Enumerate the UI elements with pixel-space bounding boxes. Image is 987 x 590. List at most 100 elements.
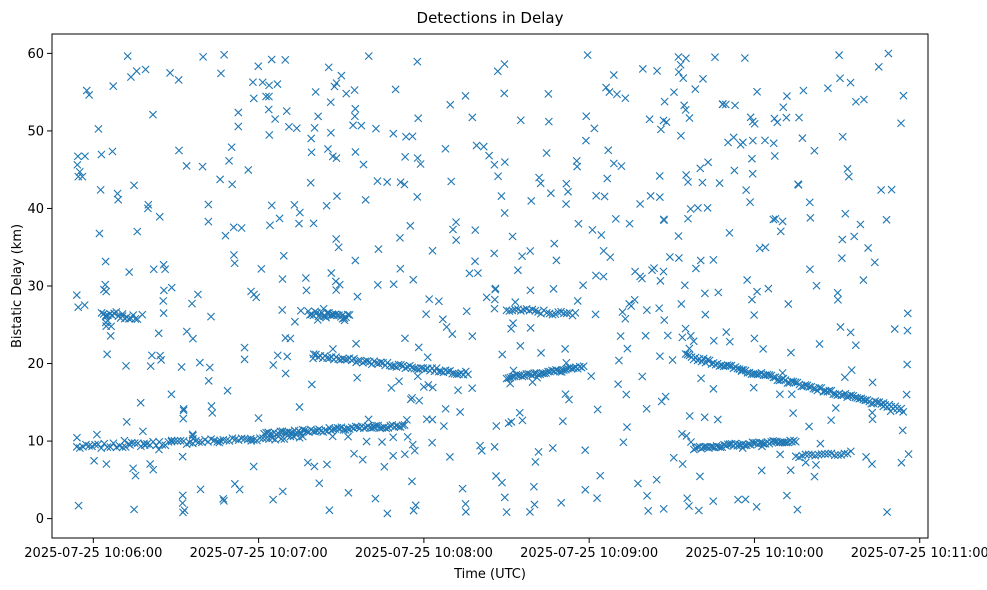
detection-point: [633, 479, 642, 488]
detection-point: [500, 209, 509, 217]
detection-point: [725, 228, 734, 237]
detection-point: [823, 84, 832, 93]
detection-point: [101, 312, 110, 321]
detection-point: [587, 372, 596, 381]
detection-point: [371, 494, 380, 503]
detection-point: [133, 227, 142, 236]
detection-point: [716, 443, 725, 452]
detection-point: [599, 246, 608, 255]
detection-point: [468, 384, 477, 393]
detection-point: [179, 414, 188, 423]
detection-point: [602, 83, 611, 92]
detection-point: [306, 178, 315, 187]
detection-point: [126, 73, 135, 82]
detection-point: [406, 221, 415, 230]
detection-point: [805, 198, 814, 207]
detection-point: [812, 281, 821, 290]
detection-point: [843, 449, 852, 458]
detection-point: [364, 415, 373, 424]
detection-point: [844, 172, 853, 181]
detection-point: [359, 160, 368, 169]
detection-point: [759, 344, 768, 353]
detection-point: [159, 260, 168, 269]
detection-point: [244, 165, 253, 174]
detection-point: [600, 192, 609, 201]
detection-point: [743, 276, 752, 285]
detection-point: [609, 159, 618, 168]
detection-point: [683, 214, 692, 223]
detection-point: [468, 332, 477, 341]
detection-point: [473, 269, 482, 278]
detection-point: [870, 258, 879, 267]
detection-point: [96, 185, 105, 194]
detection-point: [833, 451, 842, 460]
detection-point: [161, 265, 170, 274]
detection-point: [490, 160, 499, 169]
detection-point: [660, 216, 668, 225]
detection-point: [328, 432, 337, 441]
detection-point: [564, 187, 573, 196]
detection-point: [305, 310, 314, 319]
detection-point: [351, 256, 360, 265]
detection-point: [437, 367, 446, 376]
detection-point: [295, 208, 304, 217]
detection-point: [644, 506, 653, 515]
detection-point: [225, 156, 234, 165]
detection-point: [636, 199, 645, 208]
detection-point: [240, 434, 249, 443]
detection-point: [177, 363, 186, 372]
detection-point: [101, 280, 110, 289]
detection-point: [237, 434, 246, 443]
y-axis: 0 10 20 30 40 50 60: [27, 47, 52, 527]
detection-point: [452, 218, 461, 227]
detection-point: [550, 239, 559, 248]
detection-point: [166, 68, 175, 77]
detection-point: [403, 432, 412, 441]
detection-point: [207, 402, 216, 411]
detection-point: [877, 186, 886, 195]
detection-point: [604, 146, 613, 155]
detection-point: [753, 287, 762, 296]
detection-point: [747, 154, 756, 163]
detection-point: [782, 491, 791, 500]
detection-point: [642, 404, 651, 413]
detection-point: [851, 341, 860, 350]
detection-point: [428, 438, 437, 447]
detection-point: [884, 49, 893, 58]
detection-point: [178, 499, 187, 508]
detection-point: [421, 365, 430, 374]
detection-point: [867, 399, 876, 408]
detection-point: [680, 281, 689, 290]
detection-point: [902, 390, 911, 399]
detection-point: [840, 449, 849, 458]
detection-point: [471, 257, 480, 266]
detection-point: [784, 300, 793, 309]
detection-point: [332, 154, 341, 163]
detection-point: [868, 415, 877, 424]
detection-point: [677, 429, 686, 438]
detection-point: [307, 380, 316, 389]
detection-point: [188, 299, 196, 308]
detection-point: [273, 80, 282, 89]
detection-point: [680, 101, 689, 110]
detection-point: [685, 411, 694, 420]
detection-point: [109, 82, 118, 91]
detection-point: [599, 272, 608, 281]
detection-point: [700, 289, 709, 298]
detection-point: [859, 95, 868, 104]
detection-point: [410, 446, 419, 455]
detection-point: [705, 356, 714, 365]
detection-point: [383, 178, 392, 187]
detection-point: [396, 264, 405, 273]
detection-point: [691, 264, 700, 273]
detection-point: [621, 94, 630, 103]
detection-point: [307, 134, 316, 143]
detection-point: [409, 275, 418, 284]
detection-point: [738, 444, 747, 453]
detection-point: [729, 133, 738, 142]
detection-point: [103, 443, 112, 452]
detection-point: [284, 122, 293, 131]
detection-point: [765, 371, 774, 380]
detection-point: [562, 200, 571, 209]
